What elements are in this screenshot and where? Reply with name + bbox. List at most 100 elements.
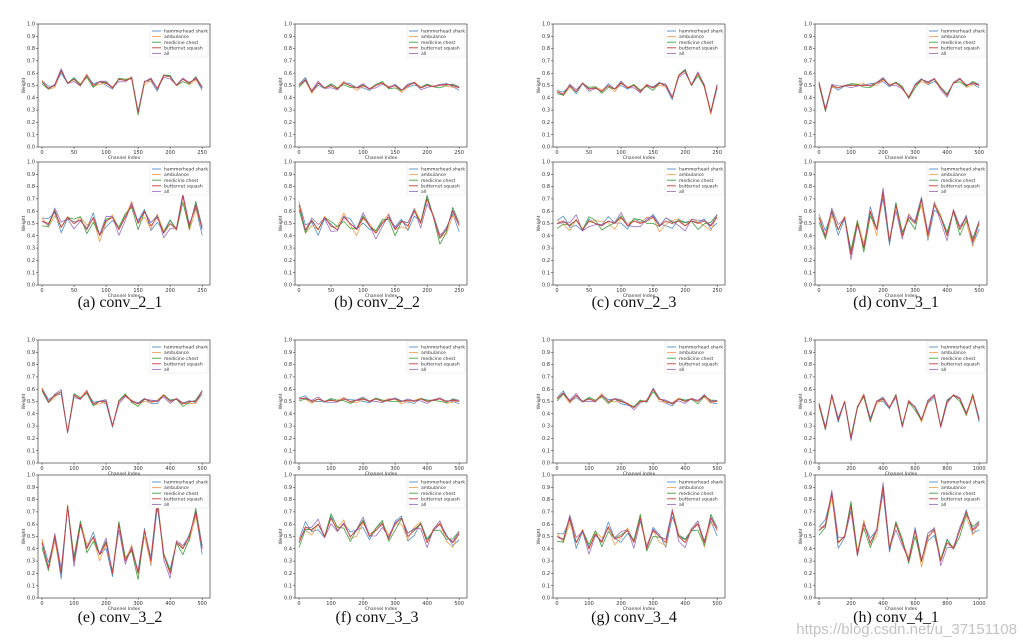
legend-entry: medicine chest	[164, 178, 198, 184]
y-tick-label: 1.0	[804, 473, 812, 479]
series-line-3	[298, 397, 460, 402]
legend-entry: butternut squash	[679, 496, 718, 502]
y-tick-label: 0.5	[804, 83, 812, 89]
y-tick-label: 0.5	[542, 221, 550, 227]
y-tick-label: 0.1	[804, 270, 812, 276]
y-tick-label: 1.0	[542, 22, 550, 28]
y-tick-label: 0.7	[27, 197, 35, 203]
y-tick-label: 0.6	[542, 209, 550, 215]
y-tick-label: 0.8	[804, 184, 812, 190]
x-tick-label: 150	[648, 288, 658, 294]
legend-entry: butternut squash	[421, 361, 460, 367]
legend-entry: hammerhead shark	[679, 29, 723, 35]
series-line-0	[41, 387, 203, 434]
y-tick-label: 0.1	[284, 448, 292, 454]
y-tick-label: 1.0	[284, 338, 292, 344]
legend-entry: butternut squash	[679, 45, 718, 51]
x-tick-label: 300	[133, 466, 143, 472]
subplot-e-bottom: 0.0 0.1 0.2 0.3 0.4 0.5 0.6 0.7 0.8 0.9 1.0 0 100 200…	[21, 473, 211, 612]
y-tick-label: 0.7	[804, 59, 812, 65]
x-tick-label: 200	[878, 150, 888, 156]
subplot-f-top: 0.0 0.1 0.2 0.3 0.4 0.5 0.6 0.7 0.8 0.9 1.0 0 100 200…	[278, 338, 468, 477]
x-tick-label: 0	[555, 150, 558, 156]
y-tick-label: 0.5	[542, 399, 550, 405]
x-tick-label: 300	[133, 601, 143, 607]
series-line-3	[41, 70, 203, 113]
x-tick-label: 100	[616, 288, 626, 294]
y-tick-label: 0.1	[27, 448, 35, 454]
y-tick-label: 0.0	[542, 283, 550, 289]
legend-entry: medicine chest	[164, 356, 198, 362]
x-tick-label: 400	[878, 601, 888, 607]
x-tick-label: 0	[297, 466, 300, 472]
y-tick-label: 0.1	[804, 583, 812, 589]
y-tick-label: 0.1	[542, 270, 550, 276]
panel-caption: (b) conv_2_2	[334, 294, 420, 311]
subplot-h-bottom: 0.0 0.1 0.2 0.3 0.4 0.5 0.6 0.7 0.8 0.9 1.0 0 200 400…	[798, 473, 988, 612]
legend-entry: butternut squash	[421, 183, 460, 189]
series-line-4	[298, 516, 460, 548]
legend-entry: butternut squash	[679, 361, 718, 367]
legend-entry: butternut squash	[164, 361, 203, 367]
y-tick-label: 0.5	[27, 83, 35, 89]
y-tick-label: 0.1	[542, 448, 550, 454]
x-tick-label: 250	[454, 288, 464, 294]
x-tick-label: 0	[817, 466, 820, 472]
legend-entry: ambulance	[164, 34, 189, 40]
y-axis-label: Weight	[536, 215, 542, 231]
y-tick-label: 0.4	[27, 233, 35, 239]
y-tick-label: 0.9	[804, 350, 812, 356]
y-axis-label: Weight	[536, 77, 542, 93]
x-axis-label: Channel Index	[623, 293, 656, 299]
x-tick-label: 0	[297, 150, 300, 156]
x-tick-label: 150	[648, 150, 658, 156]
x-tick-label: 0	[555, 466, 558, 472]
legend-entry: hammerhead shark	[941, 167, 985, 173]
y-tick-label: 0.5	[804, 221, 812, 227]
x-tick-label: 500	[454, 466, 464, 472]
legend-entry: hammerhead shark	[679, 480, 723, 486]
y-tick-label: 0.9	[542, 34, 550, 40]
x-tick-label: 0	[817, 150, 820, 156]
series-line-3	[818, 394, 980, 439]
y-tick-label: 0.1	[284, 132, 292, 138]
y-tick-label: 0.3	[542, 246, 550, 252]
x-tick-label: 400	[942, 150, 952, 156]
x-tick-label: 100	[69, 466, 79, 472]
x-tick-label: 1000	[973, 466, 986, 472]
legend-entry: hammerhead shark	[941, 480, 985, 486]
series-line-3	[298, 198, 460, 239]
y-tick-label: 0.4	[542, 546, 550, 552]
x-tick-label: 150	[133, 150, 143, 156]
x-axis-label: Channel Index	[885, 606, 918, 612]
y-tick-label: 0.5	[542, 83, 550, 89]
series-line-3	[818, 486, 980, 562]
legend-entry: ambulance	[421, 350, 446, 356]
x-tick-label: 200	[616, 601, 626, 607]
y-tick-label: 0.2	[284, 571, 292, 577]
series-line-4	[41, 389, 203, 434]
y-tick-label: 0.8	[542, 362, 550, 368]
y-tick-label: 0.5	[27, 534, 35, 540]
y-tick-label: 0.5	[542, 534, 550, 540]
y-tick-label: 0.4	[542, 411, 550, 417]
y-tick-label: 0.4	[27, 546, 35, 552]
y-tick-label: 0.9	[804, 172, 812, 178]
y-tick-label: 0.1	[27, 270, 35, 276]
x-tick-label: 200	[101, 466, 111, 472]
x-tick-label: 150	[390, 288, 400, 294]
y-tick-label: 0.7	[542, 510, 550, 516]
x-tick-label: 100	[326, 466, 336, 472]
series-line-4	[298, 79, 460, 91]
y-tick-label: 0.5	[284, 221, 292, 227]
legend-entry: all	[421, 51, 426, 57]
y-tick-label: 0.6	[27, 522, 35, 528]
x-tick-label: 250	[197, 150, 207, 156]
y-tick-label: 0.1	[542, 583, 550, 589]
y-tick-label: 0.0	[27, 461, 35, 467]
y-tick-label: 0.4	[804, 95, 812, 101]
y-tick-label: 0.3	[804, 246, 812, 252]
y-tick-label: 0.3	[27, 246, 35, 252]
y-tick-label: 0.8	[542, 184, 550, 190]
y-tick-label: 0.6	[284, 522, 292, 528]
